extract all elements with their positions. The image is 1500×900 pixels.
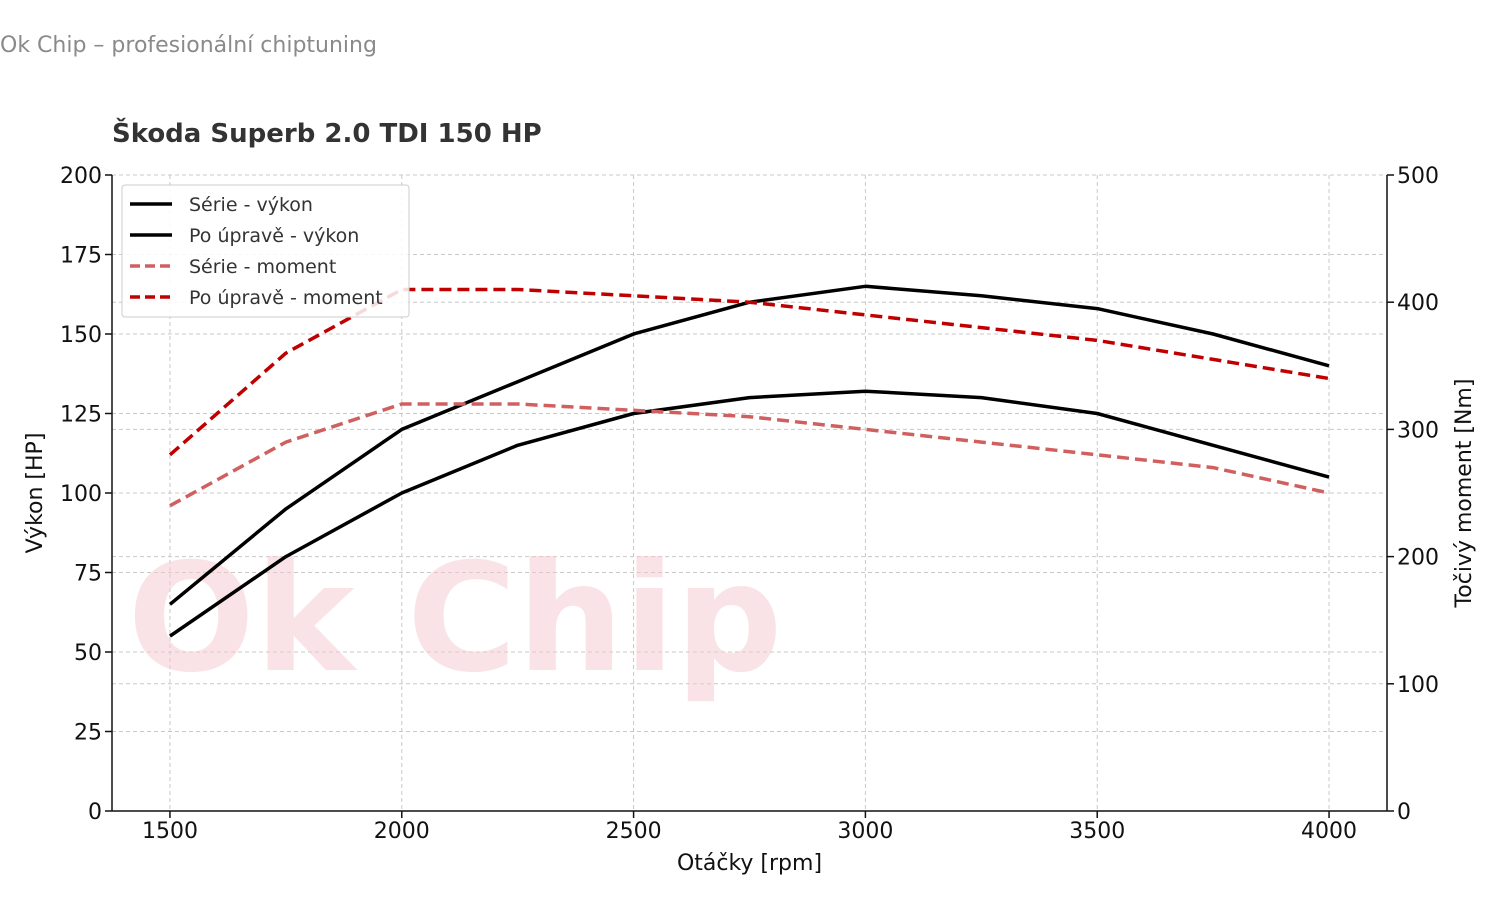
x-axis-label: Otáčky [rpm] [677, 851, 822, 876]
y-tick-label: 25 [74, 721, 102, 746]
watermark: Ok Chip [127, 532, 782, 706]
x-tick-label: 1500 [142, 819, 198, 844]
y2-tick-label: 200 [1397, 546, 1439, 571]
y-tick-label: 75 [74, 562, 102, 587]
series-line-3 [169, 402, 1330, 508]
legend-label-1: Série - výkon [189, 194, 313, 216]
y-axis-label: Výkon [HP] [23, 433, 48, 554]
chart-title: Škoda Superb 2.0 TDI 150 HP [112, 117, 542, 149]
series-line-1 [169, 389, 1330, 638]
y-tick-label: 100 [60, 482, 102, 507]
legend-label-2: Po úpravě - výkon [189, 225, 359, 247]
legend: Série - výkon Po úpravě - výkon Série - mo… [121, 184, 410, 318]
legend-label-4: Po úpravě - moment [189, 287, 383, 309]
y2-tick-label: 300 [1397, 418, 1439, 443]
x-tick-label: 2500 [606, 819, 662, 844]
y-tick-label: 175 [60, 244, 102, 269]
y-tick-label: 200 [60, 164, 102, 189]
y2-tick-label: 100 [1397, 673, 1439, 698]
axes: 1500 2000 2500 3000 3500 40000255075100125150… [60, 164, 1439, 844]
y2-tick-label: 0 [1397, 800, 1411, 825]
x-tick-label: 3000 [837, 819, 893, 844]
x-tick-label: 2000 [374, 819, 430, 844]
y2-tick-label: 400 [1397, 291, 1439, 316]
y-tick-label: 0 [88, 800, 102, 825]
y-tick-label: 50 [74, 641, 102, 666]
legend-box [121, 184, 410, 318]
y-tick-label: 150 [60, 323, 102, 348]
y2-axis-label: Točivý moment [Nm] [1452, 379, 1477, 609]
x-tick-label: 3500 [1069, 819, 1125, 844]
brand-text: Ok Chip – profesionální chiptuning [0, 33, 377, 58]
y2-tick-label: 500 [1397, 164, 1439, 189]
legend-label-3: Série - moment [189, 256, 336, 278]
y-tick-label: 125 [60, 403, 102, 428]
x-tick-label: 4000 [1301, 819, 1357, 844]
